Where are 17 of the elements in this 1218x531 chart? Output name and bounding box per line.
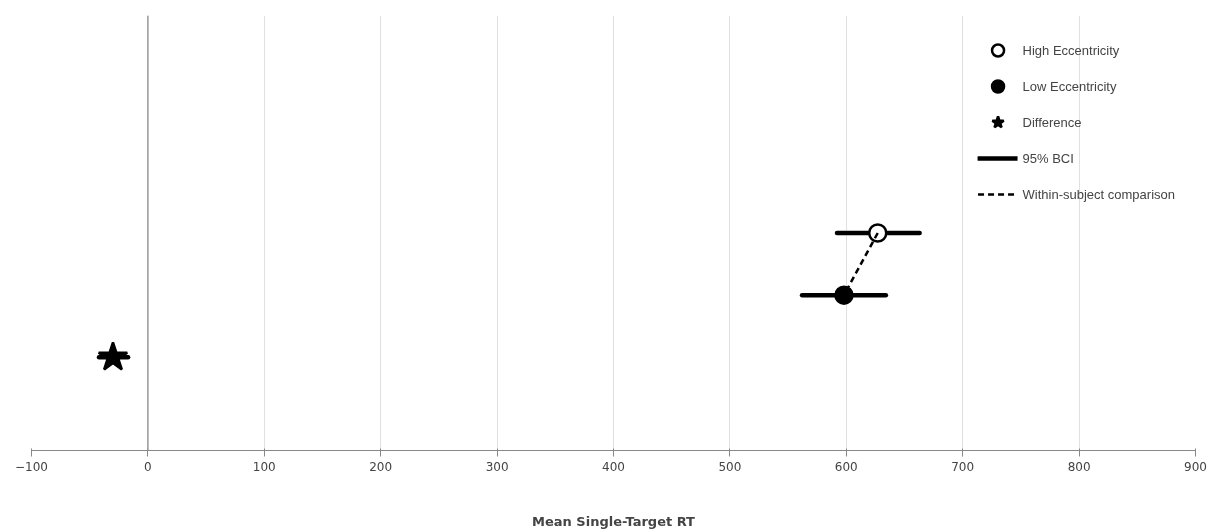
x-tick-label: 500: [718, 459, 742, 474]
x-tick-label: 900: [1184, 459, 1207, 474]
x-tick-label: 100: [252, 459, 276, 474]
legend-label: High Eccentricity: [1022, 42, 1120, 58]
x-tick-label: −100: [15, 459, 48, 474]
x-tick-label: 800: [1067, 459, 1091, 474]
annotation: 95% BCI: [1022, 150, 1074, 166]
x-tick-label: 600: [834, 459, 858, 474]
x-tick-label: 200: [369, 459, 393, 474]
legend-label: Difference: [1022, 114, 1082, 130]
legend-label: Within-subject comparison: [1022, 186, 1175, 202]
legend-label: Low Eccentricity: [1022, 78, 1117, 94]
x-tick-label: 700: [951, 459, 975, 474]
x-tick-label: 300: [485, 459, 509, 474]
x-axis-title: Mean Single-Target RT: [532, 513, 696, 529]
x-tick-label: 400: [602, 459, 625, 474]
x-tick-label: 0: [144, 459, 152, 474]
